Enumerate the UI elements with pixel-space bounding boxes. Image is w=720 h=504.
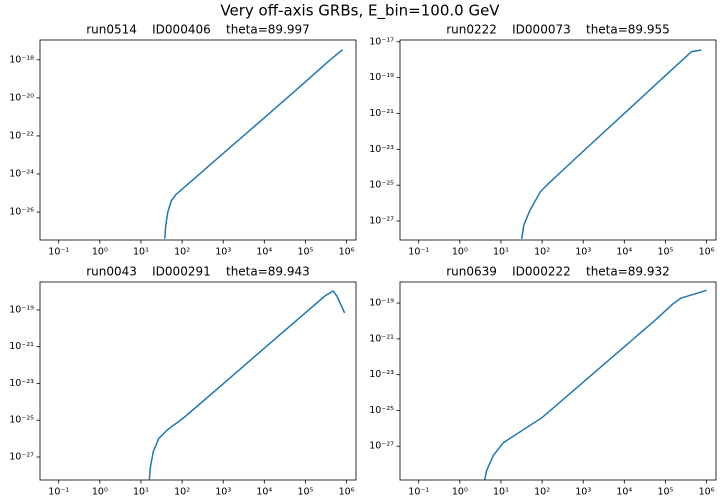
y-tick-label: 10⁻¹⁹	[369, 298, 394, 309]
y-tick-label: 10⁻¹⁹	[9, 304, 34, 315]
y-tick-label: 10⁻²¹	[369, 333, 394, 344]
figure-title: Very off-axis GRBs, E_bin=100.0 GeV	[220, 2, 500, 21]
axes-frame	[399, 39, 717, 241]
x-tick-label: 10⁻¹	[408, 247, 429, 258]
y-tick-label: 10⁻²²	[9, 130, 34, 141]
y-tick-label: 10⁻²⁷	[369, 441, 394, 452]
y-tick-label: 10⁻²⁷	[9, 451, 34, 462]
y-tick-label: 10⁻²⁵	[369, 405, 394, 416]
x-tick-label: 10⁶	[339, 487, 355, 498]
curve	[164, 49, 344, 239]
x-tick-label: 10⁶	[339, 247, 355, 258]
y-tick-label: 10⁻²³	[369, 144, 394, 155]
y-tick-label: 10⁻²¹	[369, 108, 394, 119]
x-tick-label: 10¹	[133, 247, 149, 258]
x-tick-label: 10²	[174, 247, 190, 258]
y-tick-label: 10⁻²⁷	[369, 215, 394, 226]
x-tick-label: 10⁵	[657, 487, 673, 498]
y-tick-label: 10⁻¹⁷	[369, 36, 394, 47]
x-tick-label: 10³	[575, 487, 591, 498]
x-tick-label: 10⁴	[256, 487, 272, 498]
y-tick-label: 10⁻²⁴	[9, 168, 34, 179]
x-tick-label: 10⁴	[616, 247, 632, 258]
y-tick-label: 10⁻²³	[9, 378, 34, 389]
curve	[483, 289, 707, 481]
x-tick-label: 10¹	[493, 247, 509, 258]
x-tick-label: 10⁰	[452, 487, 468, 498]
x-tick-label: 10¹	[493, 487, 509, 498]
y-tick-label: 10⁻¹⁸	[9, 54, 34, 65]
x-tick-label: 10²	[174, 487, 190, 498]
panel-title: run0043 ID000291 theta=89.943	[86, 265, 310, 279]
y-tick-label: 10⁻²¹	[9, 341, 34, 352]
y-tick-label: 10⁻²⁶	[9, 207, 34, 218]
axes-frame	[39, 281, 357, 481]
x-tick-label: 10⁰	[452, 247, 468, 258]
x-tick-label: 10⁻¹	[408, 487, 429, 498]
x-tick-label: 10⁻¹	[48, 247, 69, 258]
x-tick-label: 10⁰	[92, 487, 108, 498]
x-tick-label: 10²	[534, 487, 550, 498]
x-tick-label: 10⁻¹	[48, 487, 69, 498]
x-tick-label: 10²	[534, 247, 550, 258]
x-tick-label: 10³	[215, 247, 231, 258]
x-tick-label: 10⁵	[657, 247, 673, 258]
curve	[148, 289, 346, 480]
x-tick-label: 10⁴	[256, 247, 272, 258]
x-tick-label: 10³	[215, 487, 231, 498]
axes-frame	[39, 39, 357, 241]
x-tick-label: 10⁶	[699, 247, 715, 258]
panel-title: run0639 ID000222 theta=89.932	[446, 265, 670, 279]
curve	[520, 49, 702, 240]
y-tick-label: 10⁻¹⁹	[369, 72, 394, 83]
panel-title: run0514 ID000406 theta=89.997	[86, 23, 310, 37]
x-tick-label: 10⁶	[699, 487, 715, 498]
x-tick-label: 10³	[575, 247, 591, 258]
y-tick-label: 10⁻²³	[369, 369, 394, 380]
x-tick-label: 10⁴	[616, 487, 632, 498]
x-tick-label: 10⁵	[297, 247, 313, 258]
panel-title: run0222 ID000073 theta=89.955	[446, 23, 670, 37]
x-tick-label: 10¹	[133, 487, 149, 498]
y-tick-label: 10⁻²⁰	[9, 92, 34, 103]
y-tick-label: 10⁻²⁵	[369, 180, 394, 191]
x-tick-label: 10⁰	[92, 247, 108, 258]
x-tick-label: 10⁵	[297, 487, 313, 498]
y-tick-label: 10⁻²⁵	[9, 415, 34, 426]
axes-frame	[399, 281, 717, 481]
